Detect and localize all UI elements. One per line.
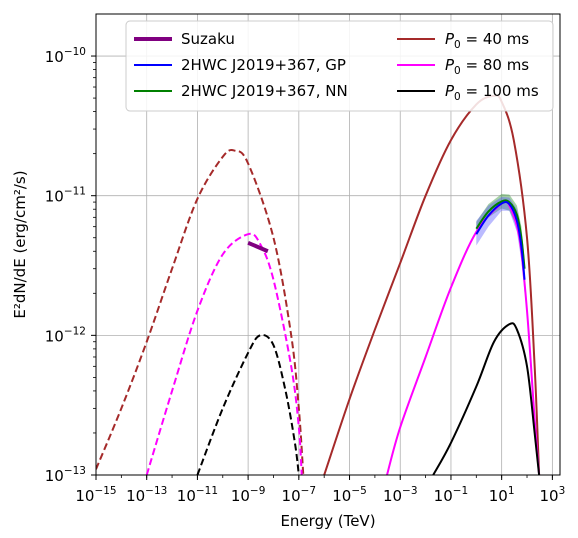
x-tick-label: 103 [539, 485, 565, 505]
2hwc-j2019-367-gp-line [475, 200, 526, 280]
legend-label: 2HWC J2019+367, GP [181, 56, 346, 74]
x-tick-label: 10−7 [282, 485, 317, 505]
p0-100-ms-ic-line [432, 322, 541, 475]
y-tick-label: 10−13 [45, 465, 86, 485]
legend-label: P0 = 80 ms [445, 56, 529, 77]
legend-label: 2HWC J2019+367, NN [181, 82, 348, 100]
x-tick-label: 10−5 [332, 485, 367, 505]
plot-frame [95, 13, 561, 476]
2hwc-j2019-367-gp-band [476, 196, 525, 294]
x-tick-label: 101 [489, 485, 515, 505]
x-axis-label: Energy (TeV) [280, 512, 375, 530]
x-tick-label: 10−11 [177, 485, 218, 505]
legend-label: Suzaku [181, 30, 235, 48]
x-tick-label: 10−1 [434, 485, 469, 505]
x-tick-label: 10−15 [75, 485, 116, 505]
y-tick-label: 10−11 [45, 186, 86, 206]
x-tick-label: 10−3 [383, 485, 418, 505]
legend-box [125, 20, 554, 112]
suzaku-line [247, 240, 269, 254]
x-tick-label: 10−13 [126, 485, 167, 505]
y-axis-label: E²dN/dE (erg/cm²/s) [11, 170, 29, 318]
y-tick-label: 10−10 [45, 46, 86, 66]
legend-label: P0 = 100 ms [445, 82, 539, 103]
x-tick-label: 10−9 [231, 485, 266, 505]
p0-80-ms-synchrotron-line [145, 232, 303, 475]
y-tick-label: 10−12 [45, 325, 86, 345]
p0-100-ms-synchrotron-line [196, 334, 300, 475]
2hwc-j2019-367-nn-line [475, 199, 526, 269]
axis-ticks: 10−15 10−13 10−11 10−9 10−7 10−5 10−3 10−1 101 10… [45, 46, 566, 505]
p0-40-ms-synchrotron-line [96, 149, 305, 475]
legend-label: P0 = 40 ms [445, 30, 529, 51]
legend: Suzaku 2HWC J2019+367, GP 2HWC J2019+367, … [125, 20, 554, 112]
